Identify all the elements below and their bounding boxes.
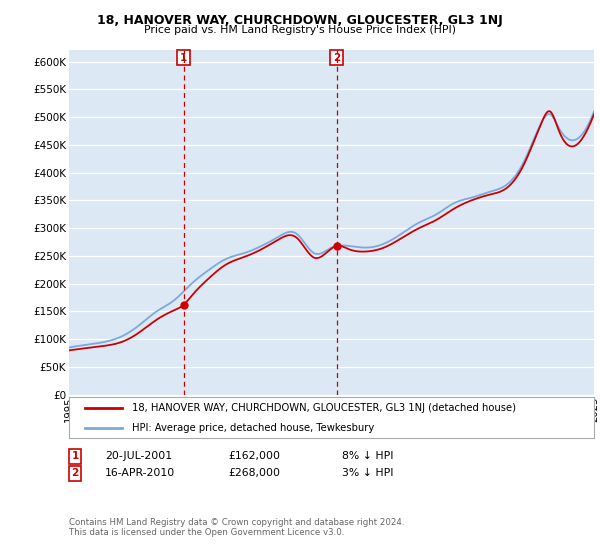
Text: 1: 1	[71, 451, 79, 461]
Text: HPI: Average price, detached house, Tewkesbury: HPI: Average price, detached house, Tewk…	[132, 423, 374, 433]
Text: 20-JUL-2001: 20-JUL-2001	[105, 451, 172, 461]
Text: 2: 2	[71, 468, 79, 478]
Text: Contains HM Land Registry data © Crown copyright and database right 2024.
This d: Contains HM Land Registry data © Crown c…	[69, 518, 404, 538]
Text: £268,000: £268,000	[228, 468, 280, 478]
Text: 2: 2	[333, 53, 340, 63]
Text: 3% ↓ HPI: 3% ↓ HPI	[342, 468, 394, 478]
Text: 18, HANOVER WAY, CHURCHDOWN, GLOUCESTER, GL3 1NJ (detached house): 18, HANOVER WAY, CHURCHDOWN, GLOUCESTER,…	[132, 404, 516, 413]
Text: 16-APR-2010: 16-APR-2010	[105, 468, 175, 478]
Text: 1: 1	[180, 53, 187, 63]
Text: 18, HANOVER WAY, CHURCHDOWN, GLOUCESTER, GL3 1NJ: 18, HANOVER WAY, CHURCHDOWN, GLOUCESTER,…	[97, 14, 503, 27]
Text: Price paid vs. HM Land Registry's House Price Index (HPI): Price paid vs. HM Land Registry's House …	[144, 25, 456, 35]
Text: £162,000: £162,000	[228, 451, 280, 461]
Text: 8% ↓ HPI: 8% ↓ HPI	[342, 451, 394, 461]
